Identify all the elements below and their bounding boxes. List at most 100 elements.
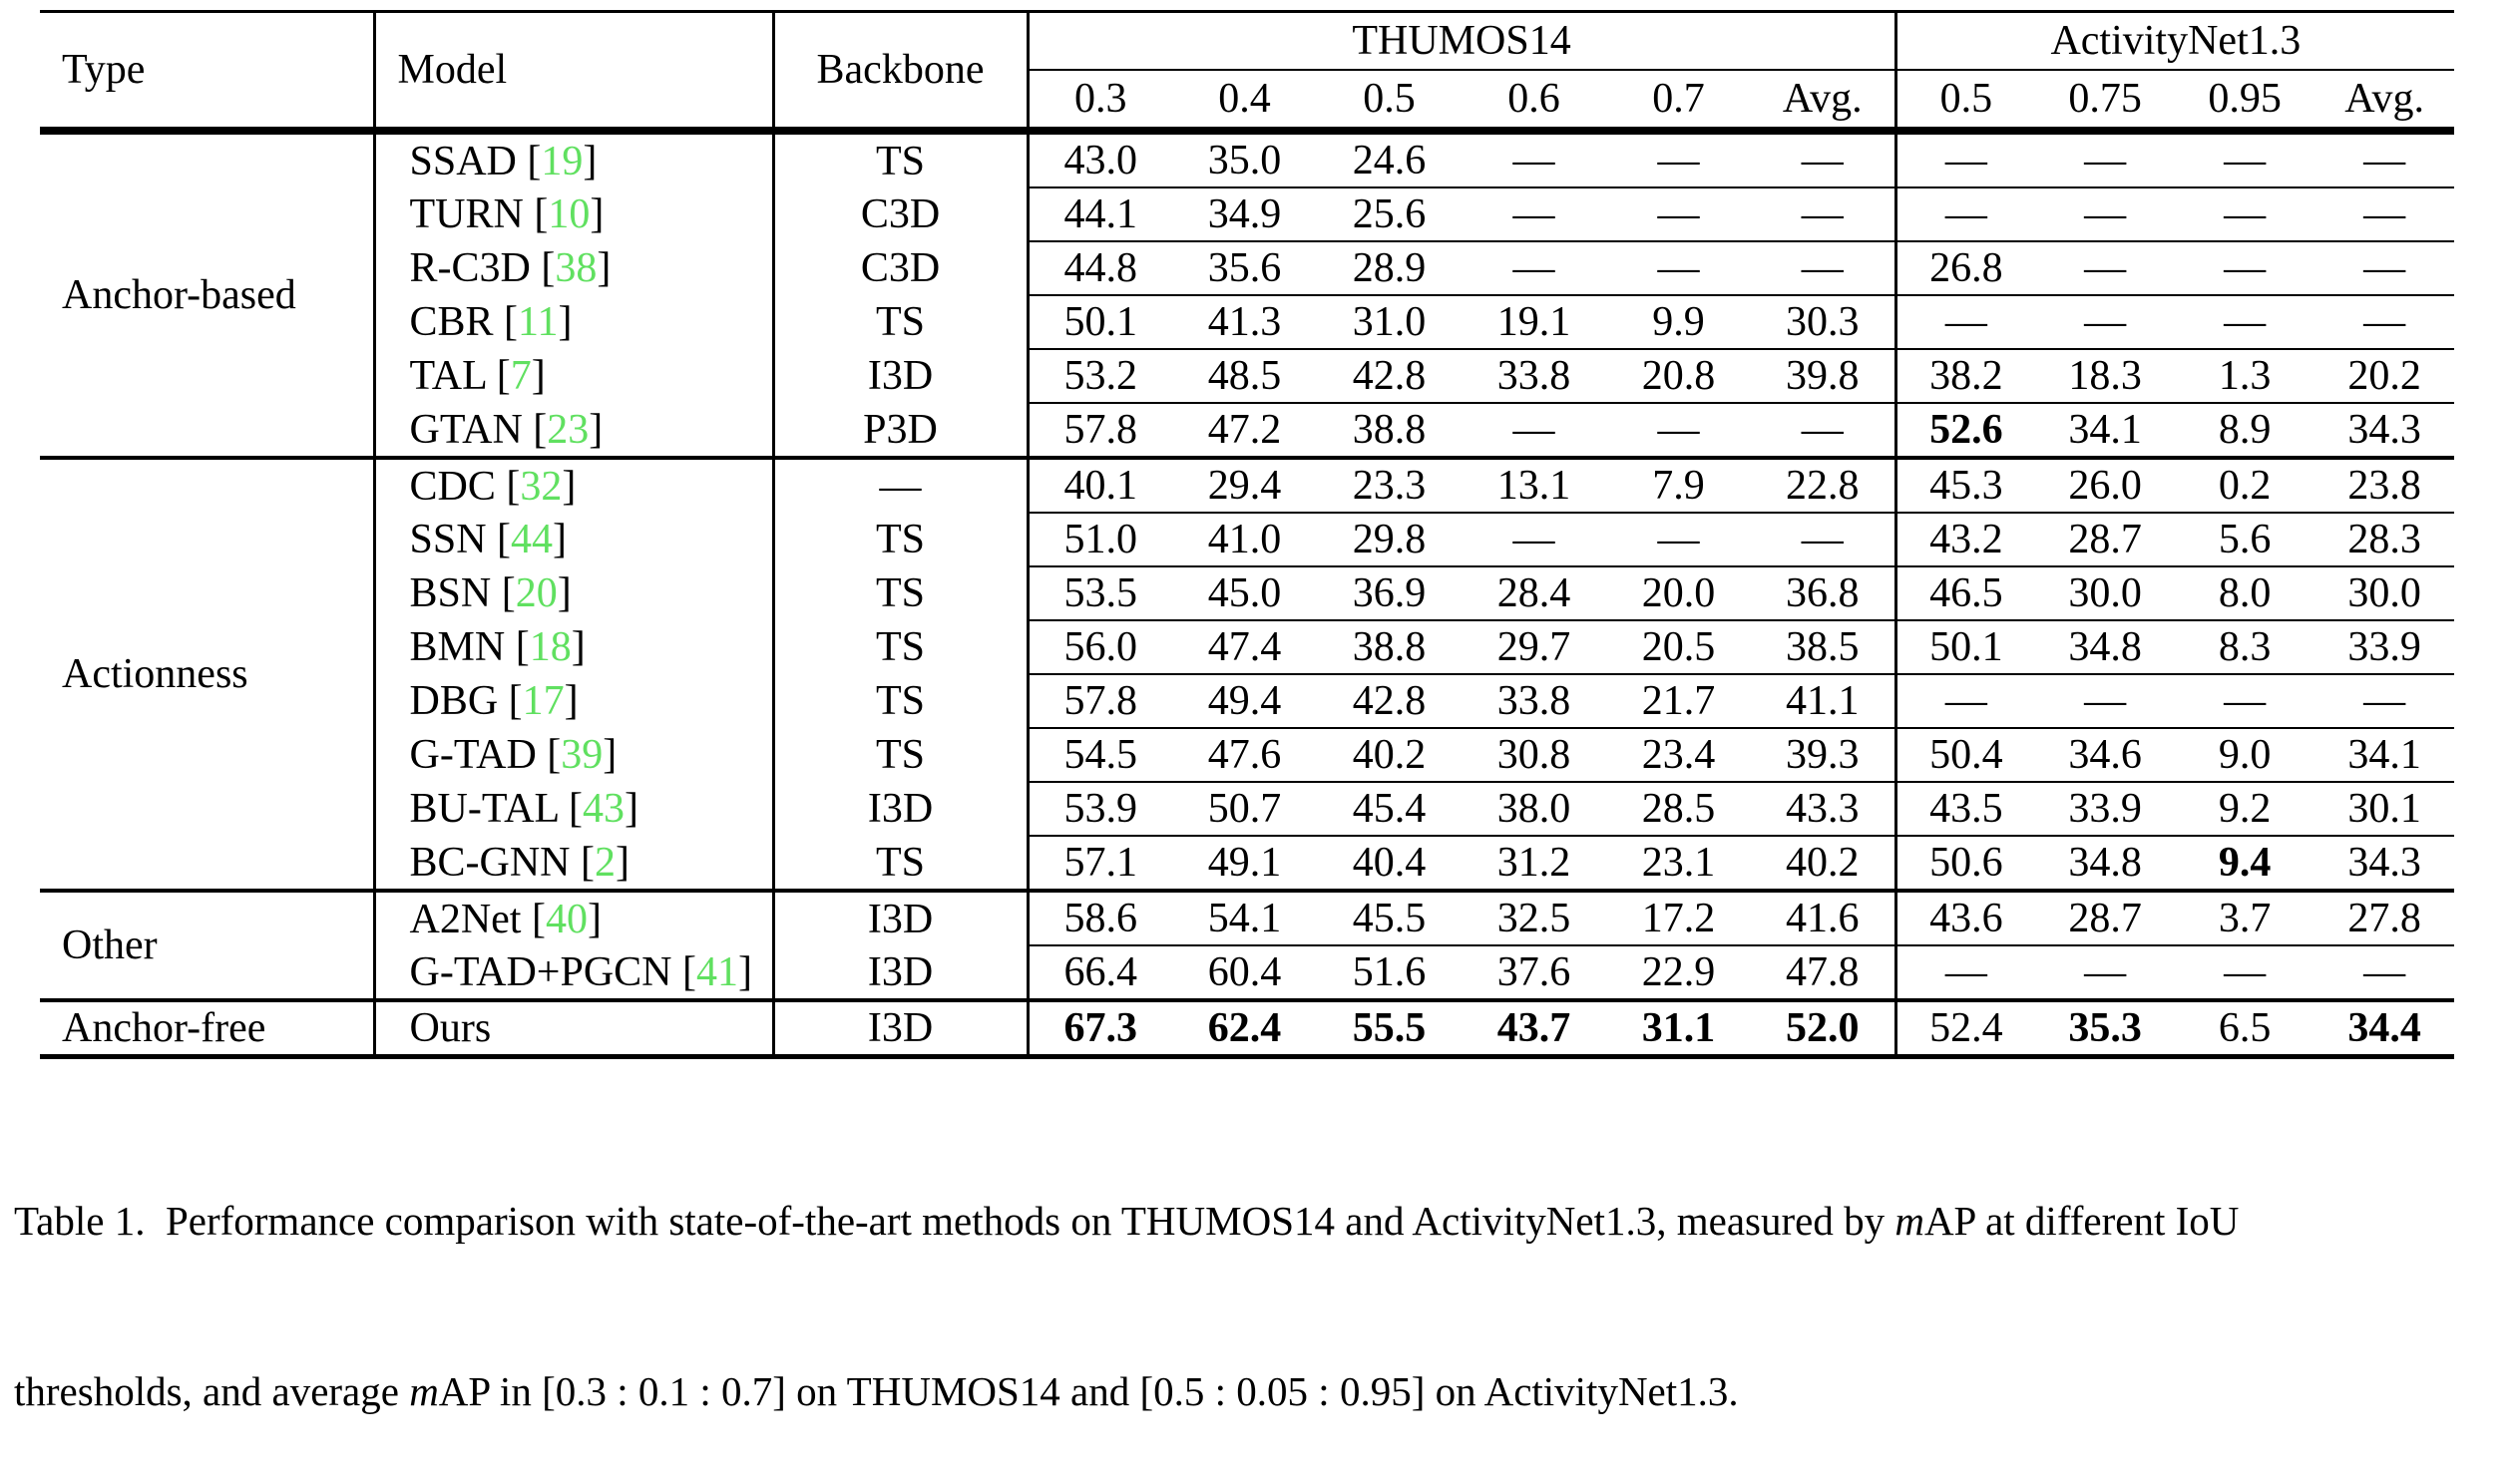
value-cell: 34.1 [2035,402,2176,458]
value-cell: 67.3 [1026,998,1172,1059]
value-cell: 36.8 [1751,565,1896,620]
value-cell: 7.9 [1606,456,1751,513]
value-cell: 23.4 [1606,727,1751,782]
model-name: BSN [ [409,570,516,616]
caption-text: thresholds, and average [14,1368,410,1414]
results-table-body: Anchor-based SSAD [19] TS 43.0 35.0 24.6— — — — —… [40,131,2455,1059]
value-cell: 40.2 [1751,835,1896,891]
value-cell: 5.6 [2175,512,2315,566]
citation-number: 18 [529,624,572,670]
value-cell: 20.2 [2314,348,2455,403]
value-cell: — [2314,240,2455,295]
value-cell: 29.4 [1172,456,1317,513]
backbone-cell: P3D [771,403,1028,458]
value-cell: 9.9 [1606,294,1751,349]
backbone-cell: I3D [771,889,1028,945]
value-cell: 47.8 [1751,944,1896,1000]
value-cell: 28.9 [1317,240,1462,295]
value-cell: 66.4 [1026,944,1172,1000]
value-cell: 35.6 [1172,240,1317,295]
results-table: Type Model Backbone THUMOS14 ActivityNet… [40,10,2455,1059]
value-cell: 53.2 [1026,348,1172,403]
value-cell: 53.9 [1026,781,1172,836]
value-cell: 58.6 [1026,889,1172,945]
value-cell: 43.0 [1026,131,1172,187]
value-cell: 49.1 [1172,835,1317,891]
citation-bracket: ] [590,191,605,237]
value-cell: 9.4 [2175,835,2315,891]
model-cell: TAL [7] [372,349,773,403]
value-cell: 42.8 [1317,348,1462,403]
value-cell: 39.8 [1751,348,1896,403]
backbone-cell: I3D [771,998,1028,1059]
value-cell: 34.1 [2314,727,2455,782]
model-cell: A2Net [40] [372,889,773,945]
value-cell: 43.3 [1751,781,1896,836]
backbone-cell: C3D [771,241,1028,295]
value-cell: — [1462,186,1606,241]
value-cell: 55.5 [1317,998,1462,1059]
citation-bracket: ] [737,948,752,995]
citation-number: 23 [547,406,590,453]
table-row: BMN [18] TS 56.0 47.4 38.8 29.7 20.5 38.5 50.1 34… [40,619,2455,674]
model-name: BU-TAL [ [409,786,584,832]
value-cell: — [1751,186,1896,241]
value-cell: 8.0 [2175,565,2315,620]
value-cell: 30.3 [1751,294,1896,349]
value-cell: 35.3 [2035,998,2176,1059]
value-cell: 54.1 [1172,889,1317,945]
backbone-cell: I3D [771,782,1028,836]
value-cell: 35.0 [1207,138,1282,184]
value-cell: — [2314,944,2455,1000]
value-cell: — [2035,186,2176,241]
value-cell: 41.6 [1751,889,1896,945]
value-cell: 43.7 [1462,998,1606,1059]
value-cell: 6.5 [2175,998,2315,1059]
iou-header-thumos-avg: Avg. [1751,70,1896,135]
model-cell: CDC [32] [372,456,773,513]
value-cell: 47.2 [1172,402,1317,458]
type-group-label: Other [40,889,374,1000]
value-cell: — [2035,673,2176,728]
value-cell: 54.5 [1026,727,1172,782]
value-cell: — [1893,944,2036,1000]
model-name: SSN [ [409,517,512,562]
table-row: Anchor-free Ours I3D 67.3 62.4 55.5 43.7 31.1 52… [40,998,2455,1059]
caption-italic-m: m [409,1368,439,1414]
value-cell: — [1751,512,1896,566]
value-cell: 38.8 [1317,402,1462,458]
table-row: G-TAD+PGCN [41] I3D 66.4 60.4 51.6 37.6 22.9 47… [40,944,2455,1000]
value-cell: 50.1 [1026,294,1172,349]
model-cell: R-C3D [38] [372,241,773,295]
value-cell: — [1657,138,1700,184]
model-name: CDC [ [409,463,521,510]
value-cell: 45.4 [1317,781,1462,836]
value-cell: 44.1 [1026,186,1172,241]
value-cell: 44.8 [1026,240,1172,295]
table-row: GTAN [23] P3D 57.8 47.2 38.8— — —52.6 34.1 8.9 34… [40,402,2455,458]
value-cell: 33.9 [2035,781,2176,836]
citation-bracket: ] [571,624,586,670]
value-cell: 22.8 [1751,456,1896,513]
model-name: BMN [ [409,624,530,670]
value-cell: 23.8 [2314,456,2455,513]
value-cell: — [1751,402,1896,458]
citation-bracket: ] [587,896,602,942]
backbone-cell: C3D [771,187,1028,241]
value-cell: 49.4 [1172,673,1317,728]
table-row: G-TAD [39] TS 54.5 47.6 40.2 30.8 23.4 39.3 50.4… [40,727,2455,782]
model-name: A2Net [ [409,896,546,942]
value-cell: 9.0 [2175,727,2315,782]
results-table-container: Type Model Backbone THUMOS14 ActivityNet… [40,10,2455,1059]
value-cell: 45.3 [1893,456,2036,513]
value-cell: — [2175,673,2315,728]
value-cell: 27.8 [2314,889,2455,945]
model-cell: Ours [372,998,773,1059]
caption-text: Table 1. Performance comparison with sta… [14,1198,1895,1244]
model-name: G-TAD [ [409,732,562,778]
value-cell: — [2175,240,2315,295]
iou-header-thumos-0.6: 0.6 [1462,70,1606,135]
value-cell: 36.9 [1317,565,1462,620]
value-cell: 29.8 [1317,512,1462,566]
value-cell: 37.6 [1462,944,1606,1000]
